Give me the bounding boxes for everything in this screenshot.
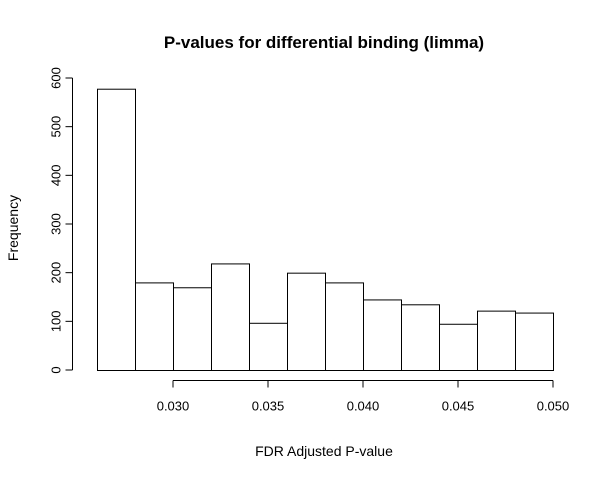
- histogram-bar: [97, 88, 136, 371]
- histogram-bar: [439, 323, 478, 371]
- x-tick-label: 0.050: [537, 399, 570, 414]
- histogram-bar: [173, 287, 212, 371]
- x-tick-label: 0.035: [252, 399, 285, 414]
- y-axis: 0 100 200 300 400 500 600: [49, 67, 73, 374]
- y-tick-label: 100: [49, 310, 64, 332]
- x-axis: 0.030 0.035 0.040 0.045 0.050: [157, 380, 570, 414]
- histogram-bar: [249, 322, 288, 371]
- y-tick-label: 200: [49, 262, 64, 284]
- histogram-bar: [401, 304, 440, 371]
- x-axis-label: FDR Adjusted P-value: [255, 443, 393, 459]
- histogram-bar: [211, 263, 250, 372]
- histogram-bar: [325, 282, 364, 371]
- y-tick-label: 300: [49, 213, 64, 235]
- x-tick-label: 0.040: [347, 399, 380, 414]
- histogram-bar: [363, 299, 402, 371]
- histogram-bar: [515, 312, 554, 371]
- histogram-bar: [135, 282, 174, 371]
- x-tick-label: 0.045: [442, 399, 475, 414]
- histogram-bar: [477, 310, 516, 372]
- y-tick-label: 0: [49, 366, 64, 373]
- y-tick-label: 500: [49, 116, 64, 138]
- y-axis-label: Frequency: [5, 195, 21, 261]
- histogram-bar: [287, 272, 326, 371]
- chart-title: P-values for differential binding (limma…: [164, 33, 484, 52]
- y-tick-label: 600: [49, 67, 64, 89]
- x-tick-label: 0.030: [157, 399, 190, 414]
- y-tick-label: 400: [49, 164, 64, 186]
- bars-group: [97, 88, 554, 372]
